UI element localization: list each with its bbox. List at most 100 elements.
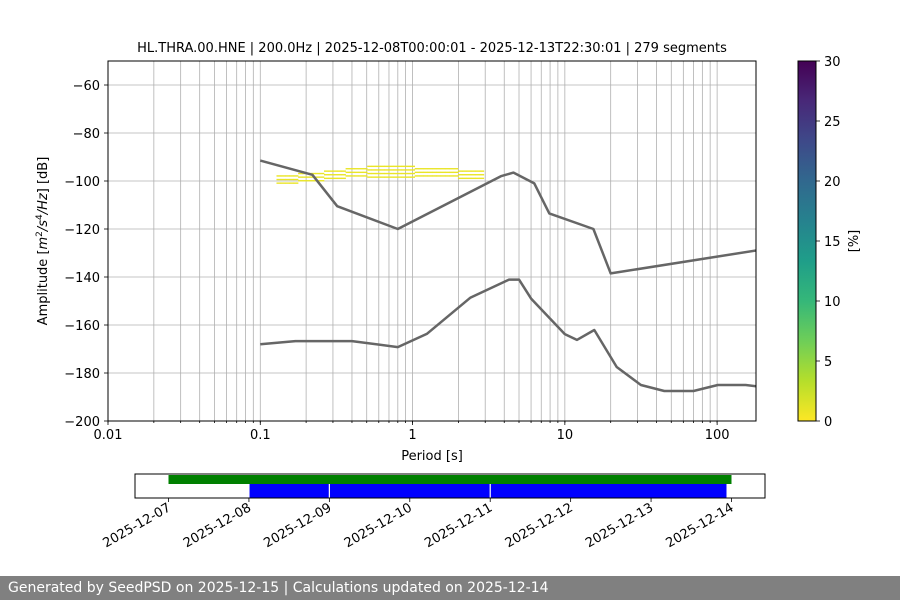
y-tick-label: −180 (64, 367, 100, 382)
y-axis: −60 −80 −100 −120 −140 −160 −180 −200 (64, 79, 108, 430)
colorbar-tick-label: 25 (824, 115, 841, 130)
heatmap-cell (397, 176, 403, 178)
footer-caption: Generated by SeedPSD on 2025-12-15 | Cal… (0, 576, 900, 600)
y-tick-label: −200 (64, 415, 100, 430)
heatmap-cell (462, 177, 467, 180)
heatmap-cell (470, 174, 476, 176)
heatmap-cell (397, 165, 403, 168)
timeline-x-axis: 2025-12-07 2025-12-08 2025-12-09 2025-12-10… (101, 498, 736, 551)
grid (108, 61, 756, 421)
availability-bar (168, 475, 732, 484)
x-tick-label: 0.1 (250, 428, 271, 443)
y-tick-label: −140 (64, 271, 100, 286)
heatmap-cell (470, 170, 476, 172)
y-tick-label: −160 (64, 319, 100, 334)
y-axis-label: Amplitude [m2/s4/Hz] [dB] (35, 157, 51, 326)
heatmap-cell (479, 170, 485, 172)
heatmap-cell (341, 170, 346, 172)
colorbar-tick-label: 0 (824, 415, 832, 430)
heatmap-cell (423, 171, 428, 174)
timeline-tick-label: 2025-12-07 (101, 500, 174, 551)
heatmap-cell (315, 176, 320, 178)
chart-title: HL.THRA.00.HNE | 200.0Hz | 2025-12-08T00… (137, 41, 727, 56)
heatmap-cell (410, 172, 416, 175)
x-tick-label: 10 (557, 428, 574, 443)
timeline-tick-label: 2025-12-13 (583, 500, 656, 551)
heatmap-cell (345, 168, 351, 170)
heatmap-cell (306, 176, 312, 178)
high-noise-model-line (259, 159, 756, 275)
heatmap-cell (341, 174, 346, 176)
heatmap-cell (336, 174, 342, 176)
heatmap-cell (449, 168, 454, 170)
heatmap-cell (380, 176, 385, 178)
heatmap-cell (453, 168, 459, 170)
heatmap-cell (444, 168, 450, 170)
availability-bar (248, 484, 330, 498)
heatmap-cell (293, 175, 299, 177)
heatmap-cell (475, 170, 480, 172)
heatmap-cell (470, 177, 476, 180)
heatmap-cell (341, 177, 346, 180)
heatmap-cell (453, 175, 459, 177)
x-tick-label: 0.01 (94, 428, 123, 443)
heatmap-cell (388, 176, 394, 178)
heatmap-cell (414, 175, 420, 177)
heatmap-cell (354, 171, 359, 174)
heatmap-cell (289, 175, 295, 177)
plot-background (108, 61, 756, 421)
heatmap-cell (475, 177, 480, 180)
low-noise-model-line (260, 278, 756, 393)
heatmap-cell (332, 177, 338, 180)
heatmap-cell (276, 182, 282, 184)
heatmap-cell (362, 168, 368, 170)
heatmap-cell (457, 177, 463, 180)
heatmap-cell (401, 172, 407, 175)
colorbar-tick-label: 30 (824, 55, 841, 70)
heatmap-cell (298, 176, 303, 178)
plot-frame (107, 60, 757, 422)
x-tick-label: 100 (705, 428, 730, 443)
heatmap-cell (423, 175, 428, 177)
colorbar-gradient (797, 60, 817, 422)
heatmap-cell (466, 174, 472, 176)
heatmap-cell (324, 177, 329, 180)
timeline-tick-label: 2025-12-12 (503, 500, 576, 551)
heatmap-cell (285, 182, 290, 184)
heatmap-cell (319, 172, 325, 175)
colorbar-tick-label: 10 (824, 295, 841, 310)
heatmap-cell (406, 169, 411, 171)
heatmap-cell (427, 171, 433, 174)
heatmap-cell (280, 175, 286, 177)
heatmap-cell (444, 171, 450, 174)
y-tick-label: −80 (73, 127, 100, 142)
heatmap-cell (414, 171, 420, 174)
heatmap-cell (345, 175, 351, 177)
heatmap-cell (462, 174, 467, 176)
heatmap-cell (285, 175, 290, 177)
heatmap-cell (457, 174, 463, 176)
heatmap-cell (393, 172, 398, 175)
heatmap-cell (436, 175, 441, 177)
heatmap-cell (466, 170, 472, 172)
heatmap-cell (375, 172, 381, 175)
heatmap-cell (449, 175, 454, 177)
heatmap-cell (298, 172, 303, 175)
heatmap-cell (362, 171, 368, 174)
heatmap-cell (432, 168, 437, 170)
heatmap-cell (419, 171, 424, 174)
heatmap-cell (436, 168, 441, 170)
heatmap-cell (427, 175, 433, 177)
heatmap-cell (401, 165, 407, 168)
heatmap-cell (358, 168, 364, 170)
heatmap-cell (367, 169, 372, 171)
heatmap-cell (349, 171, 355, 174)
colorbar: 0 5 10 15 20 25 30 [%] (797, 55, 862, 430)
heatmap-cell (328, 170, 333, 172)
x-axis: 0.01 0.1 1 10 100 (94, 421, 730, 443)
heatmap-cell (367, 165, 372, 168)
heatmap-cell (427, 168, 433, 170)
heatmap-cell (401, 169, 407, 171)
heatmap-cell (280, 178, 286, 181)
heatmap-cell (371, 172, 377, 175)
